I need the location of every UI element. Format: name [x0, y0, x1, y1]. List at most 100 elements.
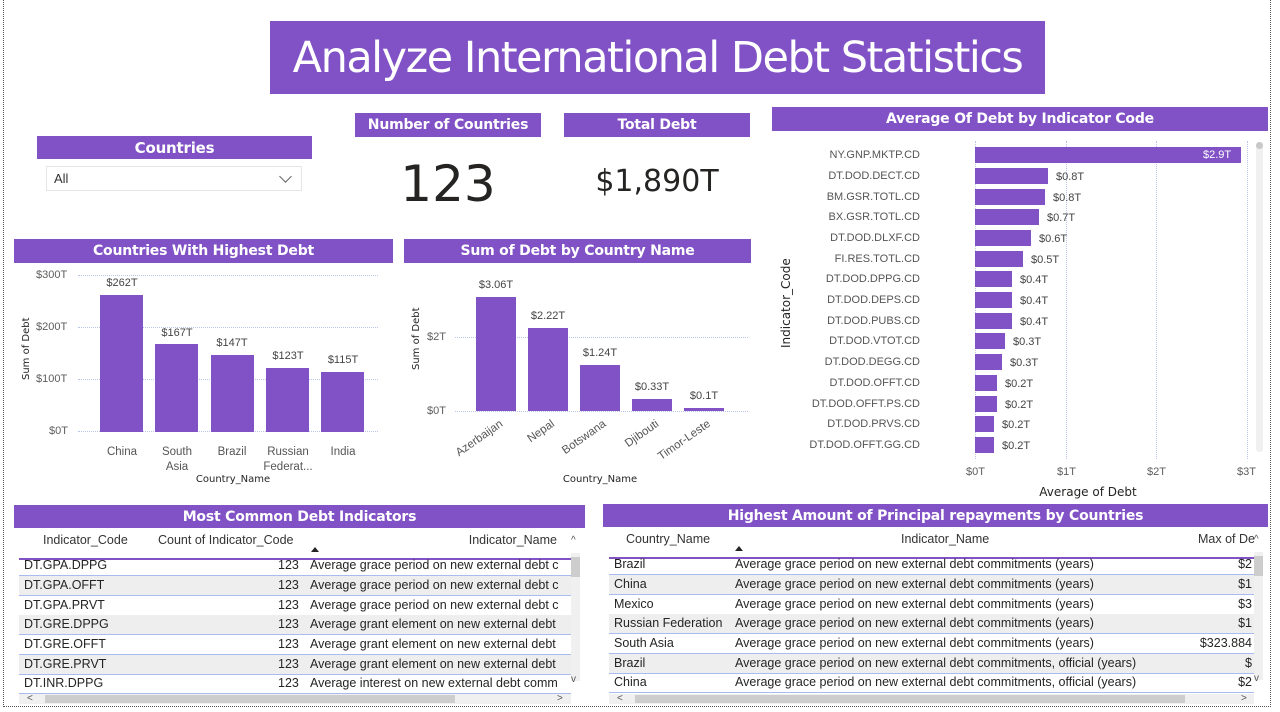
- y-category: DT.DOD.OFFT.GG.CD: [809, 439, 920, 451]
- hbar[interactable]: [975, 147, 1241, 163]
- hbar[interactable]: [975, 416, 994, 432]
- hbar[interactable]: [975, 333, 1005, 349]
- table-row[interactable]: China Average grace period on new extern…: [609, 575, 1254, 595]
- cell-count: 123: [278, 617, 299, 631]
- hbar[interactable]: [975, 313, 1012, 329]
- data-label: $1.24T: [582, 347, 618, 359]
- table-row[interactable]: DT.GRE.OFFT 123 Average grant element on…: [19, 635, 571, 655]
- bar-nepal[interactable]: [528, 328, 568, 411]
- hbar[interactable]: [975, 230, 1031, 246]
- x-category: India: [330, 446, 356, 458]
- scrollbar-thumb[interactable]: [1256, 142, 1263, 149]
- dropdown-value: All: [54, 171, 69, 186]
- table-hscrollbar[interactable]: < >: [19, 694, 571, 704]
- scroll-down-icon[interactable]: v: [1254, 673, 1259, 684]
- cell-code: DT.GPA.PRVT: [24, 598, 105, 612]
- sort-ascending-icon[interactable]: [311, 547, 319, 552]
- hbar[interactable]: [975, 209, 1039, 225]
- bar-djibouti[interactable]: [632, 399, 672, 411]
- y-tick: $300T: [36, 269, 68, 281]
- y-category: DT.DOD.OFFT.CD: [829, 377, 920, 389]
- table-row[interactable]: DT.GRE.PRVT 123 Average grant element on…: [19, 655, 571, 675]
- scroll-left-icon[interactable]: <: [617, 693, 623, 704]
- cell-name: Average grant element on new external de…: [310, 617, 556, 631]
- hbar[interactable]: [975, 437, 994, 453]
- table-row[interactable]: DT.GPA.OFFT 123 Average grace period on …: [19, 576, 571, 596]
- bar-russia[interactable]: [266, 368, 309, 432]
- table-row[interactable]: Brazil Average grace period on new exter…: [609, 654, 1254, 674]
- x-category: China: [106, 446, 138, 458]
- y-category: BX.GSR.TOTL.CD: [828, 211, 920, 223]
- scroll-up-icon[interactable]: ^: [1254, 534, 1259, 545]
- hbar[interactable]: [975, 271, 1012, 287]
- scroll-up-icon[interactable]: ^: [571, 535, 576, 546]
- hbar[interactable]: [975, 396, 997, 412]
- bar-china[interactable]: [100, 295, 143, 432]
- table-hscrollbar[interactable]: < >: [609, 694, 1254, 704]
- countries-dropdown[interactable]: All: [46, 166, 302, 191]
- y-category: DT.DOD.DECT.CD: [828, 170, 920, 182]
- hbar[interactable]: [975, 354, 1002, 370]
- scrollbar-thumb[interactable]: [45, 695, 455, 703]
- cell-max-debt: $2: [1238, 557, 1252, 571]
- x-tick: $1T: [1057, 466, 1076, 478]
- column-header-indicator-name[interactable]: Indicator_Name: [901, 532, 990, 546]
- hbar[interactable]: [975, 189, 1045, 205]
- gridline: [1156, 141, 1157, 459]
- gridline: [455, 337, 748, 338]
- x-axis-title: Country_Name: [195, 474, 271, 485]
- bar-india[interactable]: [321, 372, 364, 432]
- bar-timor-leste[interactable]: [684, 408, 724, 411]
- cell-code: DT.GRE.DPPG: [24, 617, 109, 631]
- table-row[interactable]: Brazil Average grace period on new exter…: [609, 555, 1254, 575]
- data-label: $0.5T: [1031, 254, 1060, 266]
- y-tick: $2T: [427, 331, 446, 343]
- scrollbar-thumb[interactable]: [1254, 556, 1263, 576]
- cell-country: Russian Federation: [614, 616, 723, 630]
- bar-botswana[interactable]: [580, 365, 620, 411]
- scroll-right-icon[interactable]: >: [557, 693, 563, 704]
- table-row[interactable]: Mexico Average grace period on new exter…: [609, 595, 1254, 615]
- column-header-country[interactable]: Country_Name: [626, 532, 711, 546]
- table-body[interactable]: Indicator_Code Count of Indicator_Code I…: [19, 529, 581, 694]
- table-vscrollbar[interactable]: [1254, 552, 1263, 680]
- table-row[interactable]: Russian Federation Average grace period …: [609, 614, 1254, 634]
- y-category: NY.GNP.MKTP.CD: [829, 149, 920, 161]
- bar-brazil[interactable]: [211, 355, 254, 432]
- table-row[interactable]: DT.GRE.DPPG 123 Average grant element on…: [19, 615, 571, 635]
- table-row[interactable]: DT.INR.DPPG 123 Average interest on new …: [19, 674, 571, 694]
- scrollbar-thumb[interactable]: [571, 557, 580, 577]
- column-header-indicator-code[interactable]: Indicator_Code: [43, 533, 128, 547]
- y-axis-title: Sum of Debt: [21, 317, 32, 380]
- x-category: Russian Federat...: [263, 446, 313, 473]
- column-header-max-debt[interactable]: Max of De: [1198, 532, 1255, 546]
- table-vscrollbar[interactable]: [571, 553, 580, 681]
- sort-ascending-icon[interactable]: [735, 546, 743, 551]
- scroll-left-icon[interactable]: <: [27, 693, 33, 704]
- table-header: Indicator_Code Count of Indicator_Code I…: [19, 529, 571, 560]
- hbar[interactable]: [975, 292, 1012, 308]
- hbar[interactable]: [975, 375, 997, 391]
- cell-code: DT.GRE.OFFT: [24, 637, 106, 651]
- y-category: DT.DOD.DEGG.CD: [824, 356, 920, 368]
- table-row[interactable]: DT.GPA.PRVT 123 Average grace period on …: [19, 596, 571, 616]
- cell-country: China: [614, 675, 647, 689]
- table-row[interactable]: DT.GPA.DPPG 123 Average grace period on …: [19, 556, 571, 576]
- table-row[interactable]: China Average grace period on new extern…: [609, 673, 1254, 693]
- scrollbar-thumb[interactable]: [635, 695, 1185, 703]
- scroll-down-icon[interactable]: v: [571, 674, 576, 685]
- y-tick: $0T: [427, 405, 446, 417]
- column-header-count[interactable]: Count of Indicator_Code: [158, 533, 294, 547]
- table-row[interactable]: South Asia Average grace period on new e…: [609, 634, 1254, 654]
- table-body[interactable]: Country_Name Indicator_Name Max of De Br…: [609, 528, 1265, 694]
- scroll-right-icon[interactable]: >: [1241, 693, 1247, 704]
- bar-azerbaijan[interactable]: [476, 297, 516, 411]
- data-label: $123T: [272, 350, 304, 362]
- hbar[interactable]: [975, 168, 1048, 184]
- data-label: $0.4T: [1020, 274, 1049, 286]
- column-header-indicator-name[interactable]: Indicator_Name: [468, 533, 557, 547]
- chart-scrollbar[interactable]: [1256, 142, 1263, 452]
- bar-south-asia[interactable]: [155, 344, 198, 432]
- hbar[interactable]: [975, 251, 1023, 267]
- cell-count: 123: [278, 578, 299, 592]
